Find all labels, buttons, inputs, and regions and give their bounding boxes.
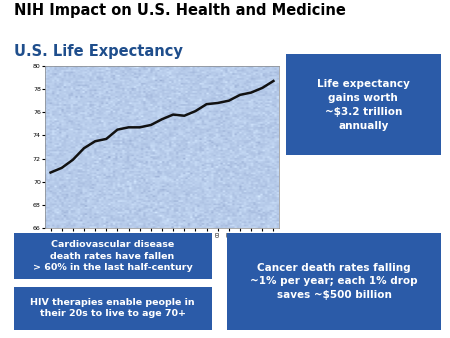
Text: NIH Impact on U.S. Health and Medicine: NIH Impact on U.S. Health and Medicine xyxy=(14,3,346,18)
Text: Cancer death rates falling
~1% per year; each 1% drop
saves ~$500 billion: Cancer death rates falling ~1% per year;… xyxy=(250,263,418,299)
Text: Cardiovascular disease
death rates have fallen
> 60% in the last half-century: Cardiovascular disease death rates have … xyxy=(32,240,193,272)
Text: HIV therapies enable people in
their 20s to live to age 70+: HIV therapies enable people in their 20s… xyxy=(30,298,195,318)
Text: Life expectancy
gains worth
~$3.2 trillion
annually: Life expectancy gains worth ~$3.2 trilli… xyxy=(317,79,410,131)
Text: U.S. Life Expectancy: U.S. Life Expectancy xyxy=(14,44,182,59)
